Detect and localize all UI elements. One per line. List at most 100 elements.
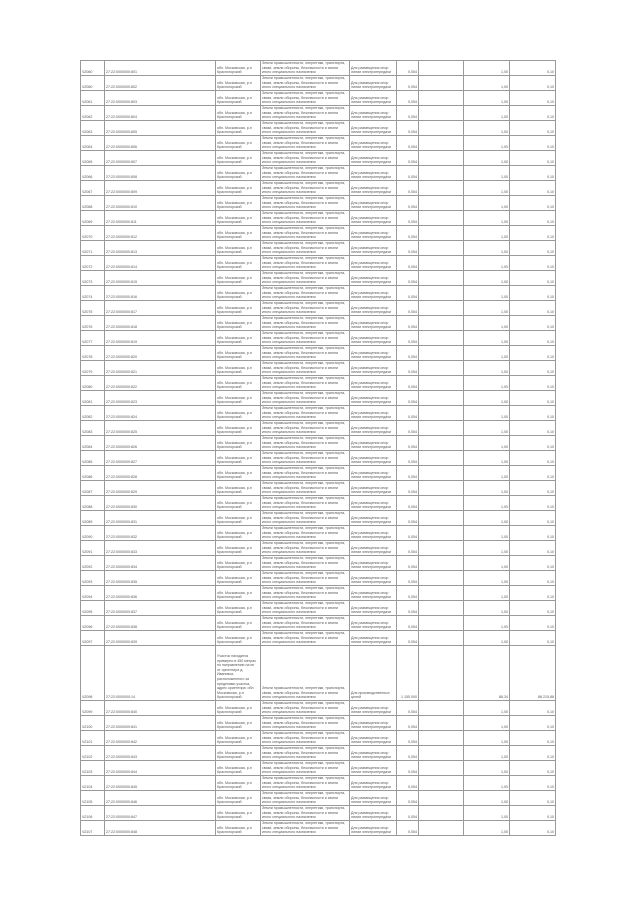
cadastral-number-cell: 27:22:0000000:813 [104, 240, 216, 256]
address-cell: обл. Московская, р-н Красногорский [215, 760, 261, 776]
land-category-cell: Земли промышленности, энергетики, трансп… [260, 405, 350, 421]
land-parcels-table: Ч2060 27:22:0000000:801 обл. Московская, р… [80, 60, 556, 836]
permitted-use-cell: Для размещения опор линии электропередач… [349, 615, 397, 631]
permitted-use-cell: Для размещения опор линии электропередач… [349, 495, 397, 511]
value-cell: 0,10 [509, 700, 556, 716]
address-cell: обл. Московская, р-н Красногорский [215, 270, 261, 286]
coefficient-cell: 1,00 [463, 105, 510, 121]
table-row: Ч2098 27:22:0000000:14 Участок находится п… [80, 645, 556, 701]
land-category-cell: Земли промышленности, энергетики, трансп… [260, 60, 350, 76]
area-cell: 0,054 [396, 715, 419, 731]
value-cell: 0,10 [509, 330, 556, 346]
cadastral-number-cell: 27:22:0000000:812 [104, 225, 216, 241]
table-row: Ч2069 27:22:0000000:811 обл. Московская, р… [80, 210, 556, 226]
cadastral-number-cell: 27:22:0000000:815 [104, 270, 216, 286]
table-row: Ч2064 27:22:0000000:806 обл. Московская, р… [80, 135, 556, 151]
table-row: Ч2092 27:22:0000000:834 обл. Московская, р… [80, 555, 556, 571]
empty-cell-cell [418, 480, 464, 496]
address-cell: обл. Московская, р-н Красногорский [215, 165, 261, 181]
coefficient-cell: 1,00 [463, 180, 510, 196]
address-cell: обл. Московская, р-н Красногорский [215, 730, 261, 746]
table-row: Ч2094 27:22:0000000:836 обл. Московская, р… [80, 585, 556, 601]
empty-cell-cell [418, 420, 464, 436]
table-row: Ч2074 27:22:0000000:816 обл. Московская, р… [80, 285, 556, 301]
coefficient-cell: 1,00 [463, 465, 510, 481]
address-cell: обл. Московская, р-н Красногорский [215, 790, 261, 806]
value-cell: 0,10 [509, 435, 556, 451]
empty-cell-cell [418, 525, 464, 541]
address-cell: обл. Московская, р-н Красногорский [215, 420, 261, 436]
cadastral-number-cell: 27:22:0000000:840 [104, 700, 216, 716]
cadastral-number-cell: 27:22:0000000:824 [104, 405, 216, 421]
cadastral-number-cell: 27:22:0000000:14 [104, 645, 216, 701]
land-category-cell: Земли промышленности, энергетики, трансп… [260, 270, 350, 286]
area-cell: 0,054 [396, 700, 419, 716]
permitted-use-cell: Для размещения опор линии электропередач… [349, 270, 397, 286]
cadastral-number-cell: 27:22:0000000:817 [104, 300, 216, 316]
permitted-use-cell: Для размещения опор линии электропередач… [349, 375, 397, 391]
land-category-cell: Земли промышленности, энергетики, трансп… [260, 225, 350, 241]
address-cell: обл. Московская, р-н Красногорский [215, 745, 261, 761]
value-cell: 0,10 [509, 570, 556, 586]
permitted-use-cell: Для размещения опор линии электропередач… [349, 390, 397, 406]
empty-cell-cell [418, 90, 464, 106]
coefficient-cell: 1,00 [463, 775, 510, 791]
permitted-use-cell: Для размещения опор линии электропередач… [349, 135, 397, 151]
address-cell: обл. Московская, р-н Красногорский [215, 775, 261, 791]
coefficient-cell: 1,00 [463, 495, 510, 511]
land-category-cell: Земли промышленности, энергетики, трансп… [260, 330, 350, 346]
permitted-use-cell: Для размещения опор линии электропередач… [349, 435, 397, 451]
area-cell: 0,054 [396, 120, 419, 136]
coefficient-cell: 1,00 [463, 715, 510, 731]
table-row: Ч2088 27:22:0000000:830 обл. Московская, р… [80, 495, 556, 511]
permitted-use-cell: Для размещения опор линии электропередач… [349, 90, 397, 106]
permitted-use-cell: Для размещения опор линии электропередач… [349, 255, 397, 271]
empty-cell-cell [418, 225, 464, 241]
cadastral-number-cell: 27:22:0000000:833 [104, 540, 216, 556]
table-row: Ч2078 27:22:0000000:820 обл. Московская, р… [80, 345, 556, 361]
cadastral-number-cell: 27:22:0000000:843 [104, 745, 216, 761]
cadastral-number-cell: 27:22:0000000:803 [104, 90, 216, 106]
coefficient-cell: 1,00 [463, 240, 510, 256]
row-number-cell: Ч2085 [80, 450, 105, 466]
row-number-cell: Ч2060 [80, 75, 105, 91]
table-row: Ч2067 27:22:0000000:809 обл. Московская, р… [80, 180, 556, 196]
row-number-cell: Ч2079 [80, 360, 105, 376]
land-category-cell: Земли промышленности, энергетики, трансп… [260, 360, 350, 376]
permitted-use-cell: Для размещения опор линии электропередач… [349, 195, 397, 211]
land-category-cell: Земли промышленности, энергетики, трансп… [260, 775, 350, 791]
coefficient-cell: 1,00 [463, 225, 510, 241]
value-cell: 0,10 [509, 240, 556, 256]
coefficient-cell: 1,00 [463, 480, 510, 496]
permitted-use-cell: Для размещения опор линии электропередач… [349, 405, 397, 421]
cadastral-number-cell: 27:22:0000000:839 [104, 630, 216, 646]
address-cell: обл. Московская, р-н Красногорский [215, 135, 261, 151]
permitted-use-cell: Для размещения опор линии электропередач… [349, 180, 397, 196]
land-category-cell: Земли промышленности, энергетики, трансп… [260, 760, 350, 776]
area-cell: 0,054 [396, 345, 419, 361]
cadastral-number-cell: 27:22:0000000:847 [104, 805, 216, 821]
land-category-cell: Земли промышленности, энергетики, трансп… [260, 120, 350, 136]
empty-cell-cell [418, 715, 464, 731]
area-cell: 0,054 [396, 585, 419, 601]
value-cell: 0,10 [509, 285, 556, 301]
coefficient-cell: 1,00 [463, 315, 510, 331]
table-row: Ч2063 27:22:0000000:805 обл. Московская, р… [80, 120, 556, 136]
address-cell: обл. Московская, р-н Красногорский [215, 90, 261, 106]
table-row: Ч2060 27:22:0000000:801 обл. Московская, р… [80, 60, 556, 76]
row-number-cell: Ч2096 [80, 615, 105, 631]
coefficient-cell: 1,00 [463, 805, 510, 821]
table-row: Ч2080 27:22:0000000:822 обл. Московская, р… [80, 375, 556, 391]
row-number-cell: Ч2102 [80, 745, 105, 761]
area-cell: 0,054 [396, 760, 419, 776]
cadastral-number-cell: 27:22:0000000:842 [104, 730, 216, 746]
value-cell: 0,10 [509, 495, 556, 511]
row-number-cell: Ч2064 [80, 135, 105, 151]
address-cell: обл. Московская, р-н Красногорский [215, 180, 261, 196]
coefficient-cell: 1,00 [463, 730, 510, 746]
area-cell: 0,054 [396, 360, 419, 376]
permitted-use-cell: Для размещения опор линии электропередач… [349, 60, 397, 76]
area-cell: 0,054 [396, 405, 419, 421]
area-cell: 0,054 [396, 375, 419, 391]
permitted-use-cell: Для размещения опор линии электропередач… [349, 540, 397, 556]
